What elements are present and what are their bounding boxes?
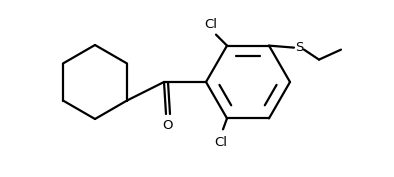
Text: Cl: Cl bbox=[214, 136, 227, 149]
Text: O: O bbox=[163, 119, 173, 132]
Text: S: S bbox=[295, 41, 303, 54]
Text: Cl: Cl bbox=[204, 18, 217, 31]
